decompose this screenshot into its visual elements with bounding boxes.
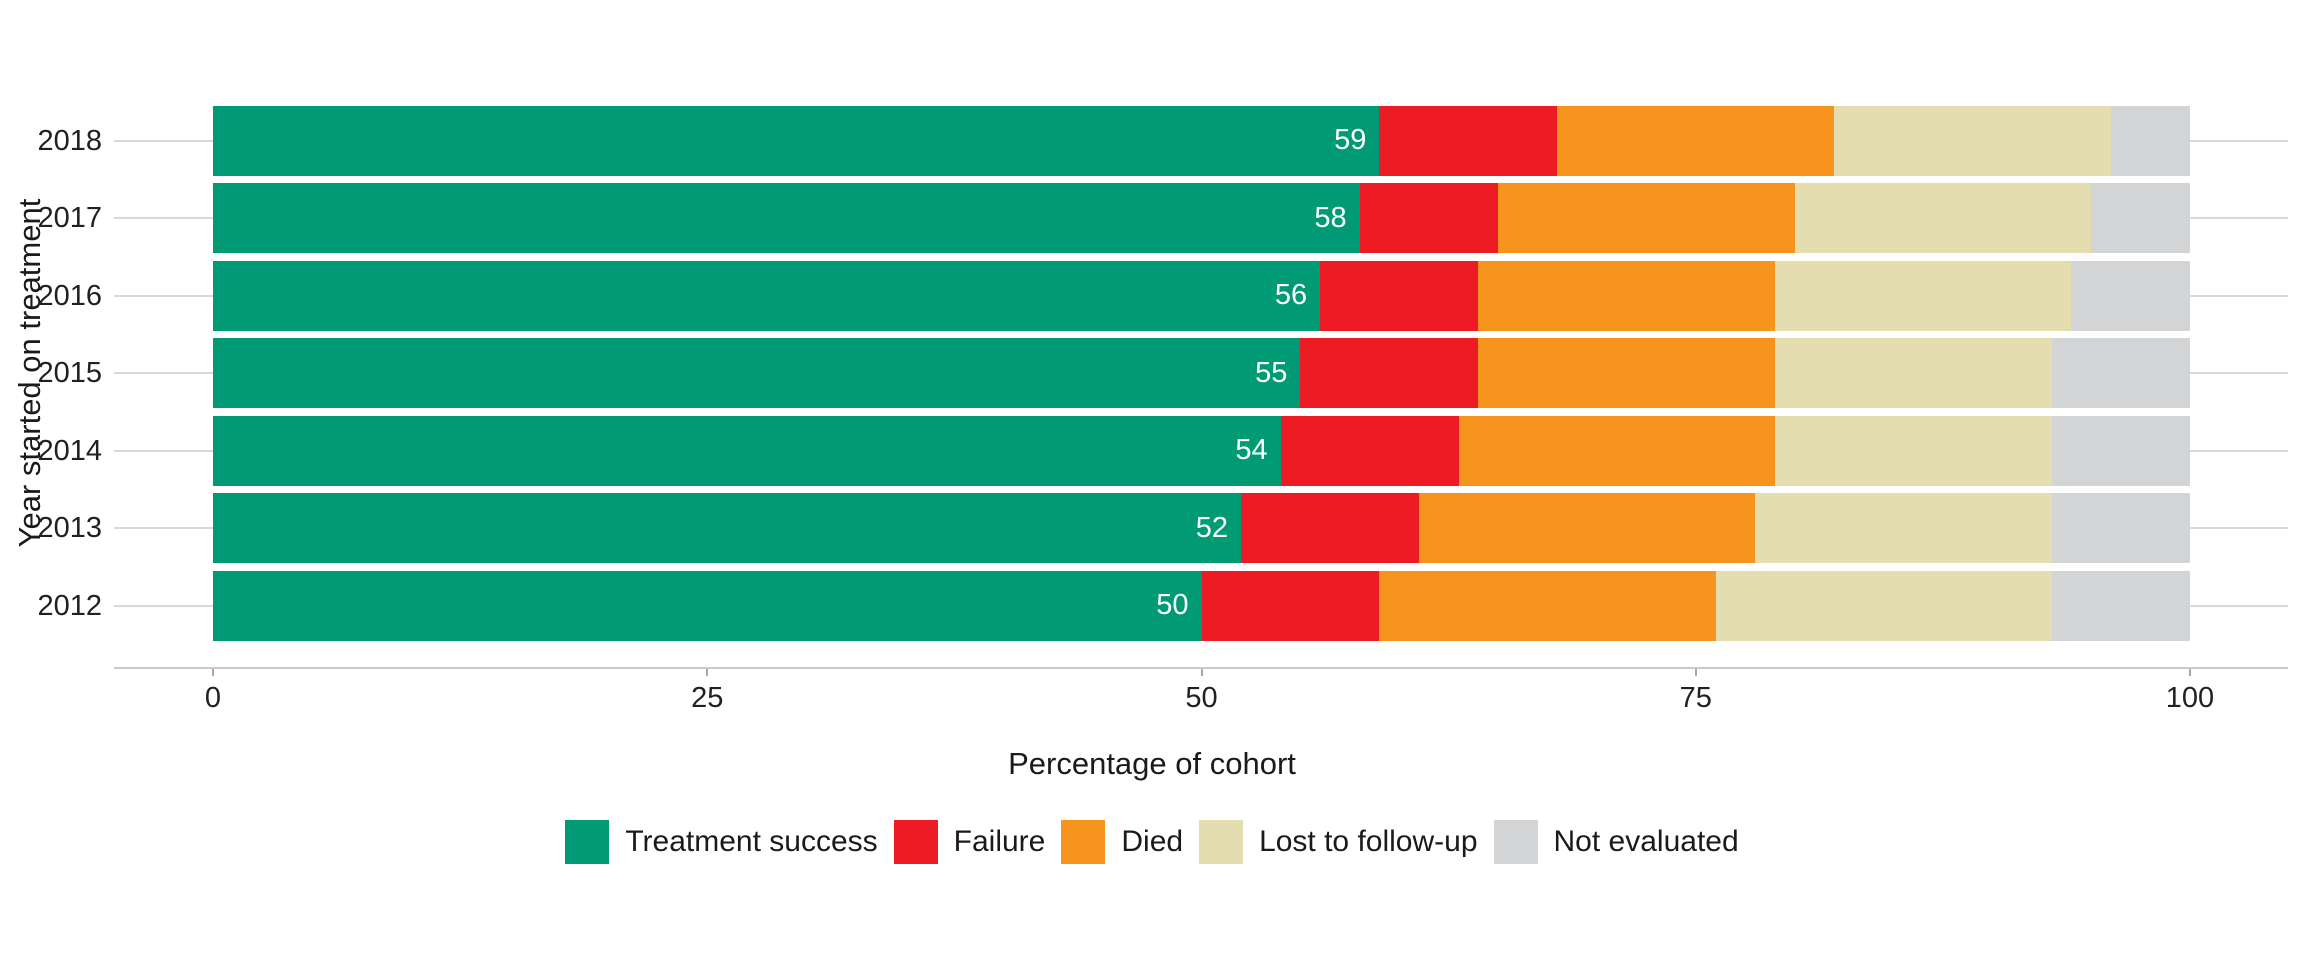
x-tick-mark — [1200, 669, 1203, 676]
bar-row: 50 — [213, 570, 2190, 641]
bar-segment-treatment-success: 56 — [213, 260, 1321, 331]
bar-row: 58 — [213, 183, 2190, 254]
bar-segment-failure — [1300, 338, 1479, 409]
bar-segment-not-evaluated — [2051, 338, 2190, 409]
bar-segment-treatment-success: 50 — [213, 570, 1202, 641]
legend-label: Failure — [953, 825, 1046, 858]
bar-row: 54 — [213, 415, 2190, 486]
x-tick-label: 100 — [2165, 682, 2215, 714]
bar-segment-not-evaluated — [2051, 493, 2190, 564]
bar-value-label: 56 — [1274, 279, 1308, 312]
legend-item-failure: Failure — [893, 820, 1046, 864]
bar-value-label: 50 — [1156, 589, 1189, 622]
legend-swatch-failure — [893, 820, 938, 864]
bar-row: 52 — [213, 493, 2190, 564]
legend-label: Not evaluated — [1553, 825, 1739, 858]
bar-value-label: 54 — [1235, 434, 1268, 467]
legend-swatch-treatment-success — [565, 820, 610, 864]
legend-swatch-died — [1061, 820, 1106, 864]
bar-segment-not-evaluated — [2110, 105, 2190, 176]
year-tick-label: 2014 — [37, 434, 102, 467]
bar-segment-not-evaluated — [2051, 415, 2190, 486]
bar-segment-died — [1478, 260, 1775, 331]
bar-row: 59 — [213, 105, 2190, 176]
bar-segment-lost-to-follow-up — [1774, 415, 2052, 486]
bar-segment-died — [1498, 183, 1795, 254]
year-tick-label: 2017 — [37, 202, 102, 235]
bar-segment-treatment-success: 54 — [213, 415, 1281, 486]
year-tick-label: 2016 — [37, 279, 102, 312]
bar-segment-failure — [1379, 105, 1558, 176]
bar-value-label: 55 — [1255, 356, 1288, 389]
bar-segment-lost-to-follow-up — [1774, 260, 2072, 331]
bar-segment-failure — [1359, 183, 1499, 254]
x-tick-label: 0 — [204, 682, 222, 714]
bar-value-label: 58 — [1314, 201, 1347, 234]
bar-segment-treatment-success: 55 — [213, 338, 1301, 409]
bar-segment-lost-to-follow-up — [1755, 493, 2052, 564]
bar-row: 56 — [213, 260, 2190, 331]
x-tick-label: 75 — [1679, 682, 1712, 714]
bar-segment-not-evaluated — [2091, 183, 2190, 254]
bar-segment-treatment-success: 58 — [213, 183, 1360, 254]
bar-segment-lost-to-follow-up — [1834, 105, 2111, 176]
bar-segment-treatment-success: 59 — [213, 105, 1380, 176]
bar-segment-not-evaluated — [2071, 260, 2190, 331]
bar-segment-lost-to-follow-up — [1715, 570, 2052, 641]
bar-value-label: 52 — [1195, 511, 1229, 544]
bar-segment-died — [1379, 570, 1716, 641]
bar-segment-not-evaluated — [2051, 570, 2190, 641]
bar-segment-failure — [1241, 493, 1419, 564]
bar-segment-died — [1458, 415, 1775, 486]
legend-item-died: Died — [1061, 820, 1183, 864]
x-tick-label: 50 — [1185, 682, 1218, 714]
legend-label: Treatment success — [625, 825, 878, 858]
bar-segment-died — [1478, 338, 1775, 409]
year-tick-label: 2018 — [37, 124, 102, 157]
bar-segment-died — [1418, 493, 1756, 564]
bar-segment-failure — [1320, 260, 1479, 331]
legend-item-lost-to-follow-up: Lost to follow-up — [1199, 820, 1478, 864]
x-tick-mark — [706, 669, 709, 676]
x-axis-title: Percentage of cohort — [1008, 746, 1296, 781]
legend-swatch-not-evaluated — [1493, 820, 1538, 864]
bar-segment-failure — [1280, 415, 1459, 486]
x-tick-mark — [1694, 669, 1697, 676]
bar-row: 55 — [213, 338, 2190, 409]
x-tick-label: 25 — [691, 682, 724, 714]
bar-segment-lost-to-follow-up — [1774, 338, 2052, 409]
x-tick-mark — [2189, 669, 2191, 676]
legend-item-treatment-success: Treatment success — [565, 820, 878, 864]
bar-segment-treatment-success: 52 — [213, 493, 1242, 564]
bar-segment-failure — [1201, 570, 1380, 641]
bar-segment-died — [1557, 105, 1835, 176]
year-tick-label: 2012 — [37, 589, 102, 622]
year-tick-label: 2015 — [37, 357, 102, 390]
x-axis-line — [114, 667, 2288, 669]
bar-segment-lost-to-follow-up — [1794, 183, 2092, 254]
legend-label: Died — [1121, 825, 1184, 858]
legend: Treatment success Failure Died Lost to foll… — [0, 820, 2304, 864]
year-tick-label: 2013 — [37, 512, 102, 545]
legend-label: Lost to follow-up — [1259, 825, 1478, 858]
bar-value-label: 59 — [1334, 124, 1367, 157]
legend-item-not-evaluated: Not evaluated — [1493, 820, 1739, 864]
x-tick-mark — [212, 669, 214, 676]
legend-swatch-lost-to-follow-up — [1199, 820, 1244, 864]
